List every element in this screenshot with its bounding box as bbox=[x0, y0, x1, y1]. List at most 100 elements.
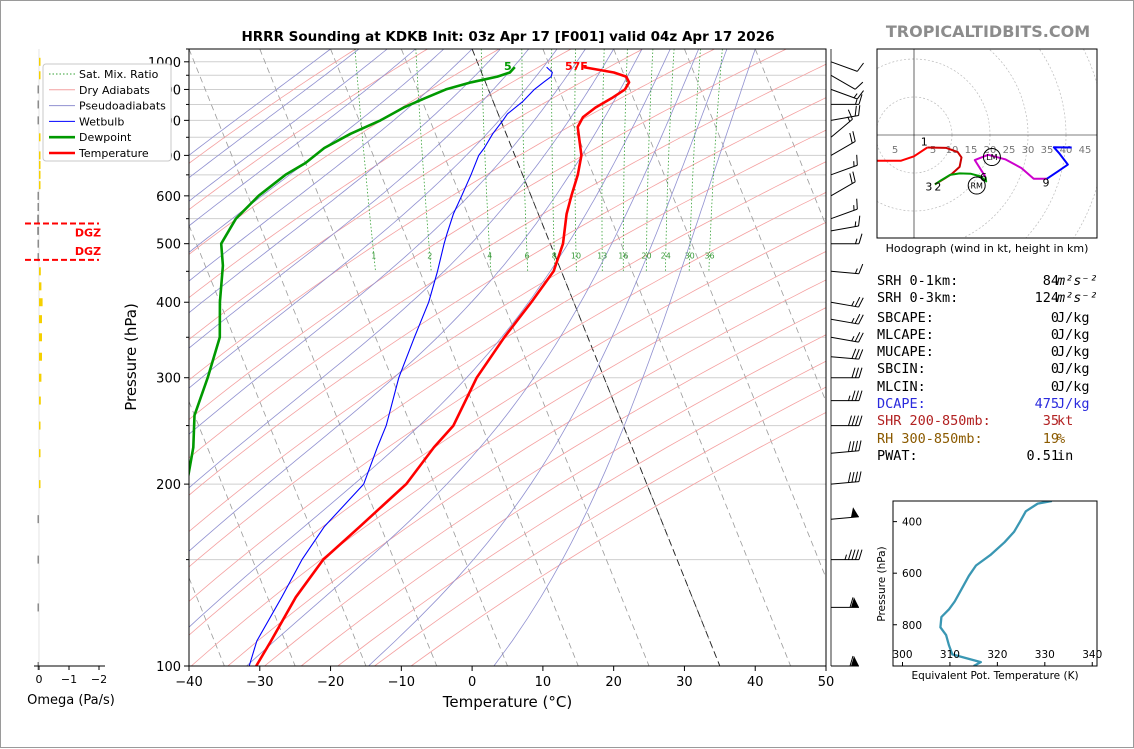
barb-full bbox=[852, 349, 856, 359]
barb-full bbox=[858, 441, 862, 451]
x-tick-label: −20 bbox=[317, 675, 344, 690]
mixing-ratio-label: 8 bbox=[552, 251, 557, 260]
wind-barb bbox=[831, 94, 862, 104]
surface-dewpoint-label: 5 bbox=[504, 60, 512, 73]
hodograph-ring-label: 30 bbox=[1022, 145, 1035, 156]
barb-full bbox=[857, 216, 862, 226]
barb-half bbox=[856, 99, 858, 104]
wind-barb bbox=[831, 391, 862, 401]
theta-e-body bbox=[940, 501, 1052, 666]
chart-title: HRRR Sounding at KDKB Init: 03z Apr 17 [… bbox=[241, 29, 774, 45]
theta-e-y-tick-label: 800 bbox=[902, 620, 922, 632]
hodograph-height-label: 2 bbox=[934, 180, 941, 193]
omega-bar bbox=[39, 422, 41, 430]
param-label: SBCIN: bbox=[877, 361, 926, 377]
x-tick-label: 40 bbox=[747, 675, 764, 690]
omega-bar bbox=[38, 240, 40, 248]
wind-barb bbox=[831, 309, 863, 324]
hodograph-ring-label: 45 bbox=[1079, 145, 1092, 156]
barb-full bbox=[851, 441, 855, 451]
theta-e-x-tick-label: 330 bbox=[1035, 649, 1055, 661]
omega-bar bbox=[39, 298, 43, 306]
param-label: SBCAPE: bbox=[877, 310, 934, 326]
hodograph-ring-label: 25 bbox=[1003, 145, 1016, 156]
omega-bar bbox=[39, 171, 41, 179]
omega-tick-label: −2 bbox=[91, 673, 107, 686]
mixing-ratio-label: 13 bbox=[597, 251, 607, 260]
param-value: 475 bbox=[1035, 396, 1059, 412]
barb-staff bbox=[831, 116, 859, 121]
wind-barb bbox=[831, 234, 862, 244]
barb-full bbox=[849, 550, 852, 560]
barb-half bbox=[845, 555, 847, 560]
wind-barb bbox=[830, 507, 859, 519]
legend-label: Dewpoint bbox=[79, 131, 132, 144]
wind-barb bbox=[831, 292, 863, 307]
omega-bar bbox=[39, 133, 41, 141]
hodograph-ring-label: 35 bbox=[1041, 145, 1054, 156]
x-tick-label: −10 bbox=[388, 675, 415, 690]
omega-bar bbox=[38, 192, 40, 200]
barb-full bbox=[852, 368, 855, 378]
x-tick-label: 10 bbox=[535, 675, 552, 690]
wind-barb bbox=[831, 52, 864, 72]
mixing-ratio-line bbox=[689, 49, 700, 271]
hodograph-height-label: 1 bbox=[921, 136, 928, 149]
omega-bar bbox=[38, 116, 40, 124]
barb-full bbox=[856, 391, 859, 401]
wind-barb bbox=[829, 105, 861, 120]
barb-full bbox=[857, 105, 862, 115]
barb-full bbox=[859, 368, 862, 378]
barb-staff bbox=[831, 357, 859, 359]
mixing-ratio-label: 36 bbox=[704, 251, 714, 260]
wind-barb bbox=[831, 656, 859, 666]
mixing-ratio-label: 4 bbox=[487, 251, 492, 260]
param-label: PWAT: bbox=[877, 448, 918, 464]
barb-full bbox=[855, 472, 859, 482]
omega-bar bbox=[39, 282, 41, 290]
y-tick-label: 200 bbox=[156, 478, 181, 493]
mixing-ratio-line bbox=[552, 49, 555, 271]
watermark: TROPICALTIDBITS.COM bbox=[886, 22, 1090, 41]
omega-bar bbox=[37, 227, 39, 235]
barb-full bbox=[859, 349, 863, 359]
param-label: SHR 200-850mb: bbox=[877, 413, 991, 429]
wind-barb bbox=[831, 597, 859, 607]
barb-full bbox=[859, 550, 862, 560]
barb-staff bbox=[831, 209, 857, 219]
mixing-ratio-line bbox=[522, 49, 528, 271]
pseudoadiabat-line bbox=[494, 49, 755, 666]
wind-barb bbox=[831, 80, 864, 100]
storm-motion-label: RM bbox=[970, 182, 983, 191]
param-value: 124 bbox=[1035, 290, 1059, 306]
barb-flag bbox=[850, 507, 859, 518]
omega-bar bbox=[39, 353, 42, 361]
param-unit: J/kg bbox=[1057, 310, 1090, 326]
wind-barb bbox=[830, 471, 862, 484]
barb-full bbox=[857, 62, 863, 72]
omega-bar bbox=[39, 397, 41, 405]
legend-label: Sat. Mix. Ratio bbox=[79, 68, 159, 81]
barb-staff bbox=[831, 337, 859, 342]
param-label: SRH 0-1km: bbox=[877, 273, 958, 289]
param-unit: in bbox=[1057, 448, 1073, 464]
x-tick-label: 50 bbox=[818, 675, 835, 690]
barb-full bbox=[849, 416, 852, 426]
barb-half bbox=[855, 268, 857, 273]
mixing-ratio-label: 1 bbox=[371, 251, 376, 260]
legend-label: Temperature bbox=[78, 147, 149, 160]
param-label: RH 300-850mb: bbox=[877, 431, 983, 447]
dgz-top-label: DGZ bbox=[75, 245, 101, 258]
wind-barb bbox=[831, 327, 863, 342]
omega-bar bbox=[37, 215, 39, 223]
barb-staff bbox=[831, 271, 859, 273]
omega-bar bbox=[38, 603, 40, 611]
hodograph-height-label: 3 bbox=[925, 180, 932, 193]
